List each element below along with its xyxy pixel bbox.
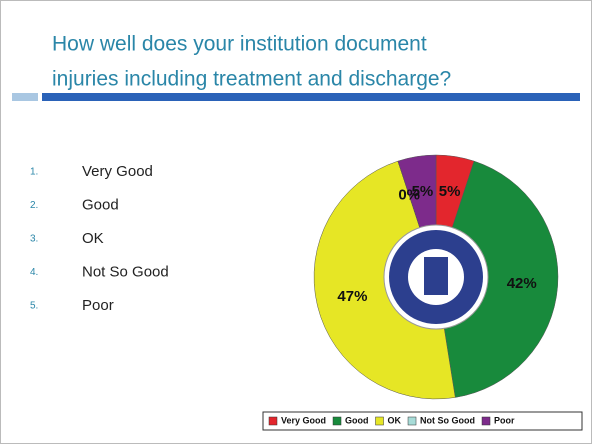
legend-swatch — [332, 416, 342, 426]
list-item: Not So Good — [82, 263, 169, 280]
list-number: 1. — [30, 167, 38, 178]
value-label: 0% — [398, 186, 420, 203]
title-line: How well does your institution document — [52, 33, 427, 56]
list-number: 3. — [30, 234, 38, 245]
list-number: 2. — [30, 200, 38, 211]
title-bar — [42, 93, 580, 101]
list-item: Good — [82, 196, 119, 213]
legend-swatch — [268, 416, 278, 426]
list-item: Very Good — [82, 163, 153, 180]
title-line: injuries including treatment and dischar… — [52, 68, 451, 91]
list-item: Poor — [82, 297, 114, 314]
list-number: 4. — [30, 267, 38, 278]
list-item: OK — [82, 230, 104, 247]
value-label: 5% — [439, 183, 461, 200]
legend-box — [262, 411, 583, 431]
legend-swatch — [375, 416, 384, 426]
title-bar-left — [12, 93, 38, 101]
value-label: 5% — [412, 183, 434, 200]
logo-column — [424, 257, 448, 295]
value-label: 47% — [337, 288, 367, 305]
legend-label: Not So Good — [420, 415, 475, 425]
list-number: 5. — [30, 301, 38, 312]
legend-swatch — [407, 416, 417, 426]
legend-label: Very Good — [281, 415, 326, 425]
legend-swatch — [481, 416, 491, 426]
legend-label: Good — [345, 415, 369, 425]
legend-label: OK — [388, 415, 402, 425]
pie-slice — [435, 160, 559, 398]
legend-label: Poor — [494, 415, 515, 425]
value-label: 42% — [507, 275, 537, 292]
